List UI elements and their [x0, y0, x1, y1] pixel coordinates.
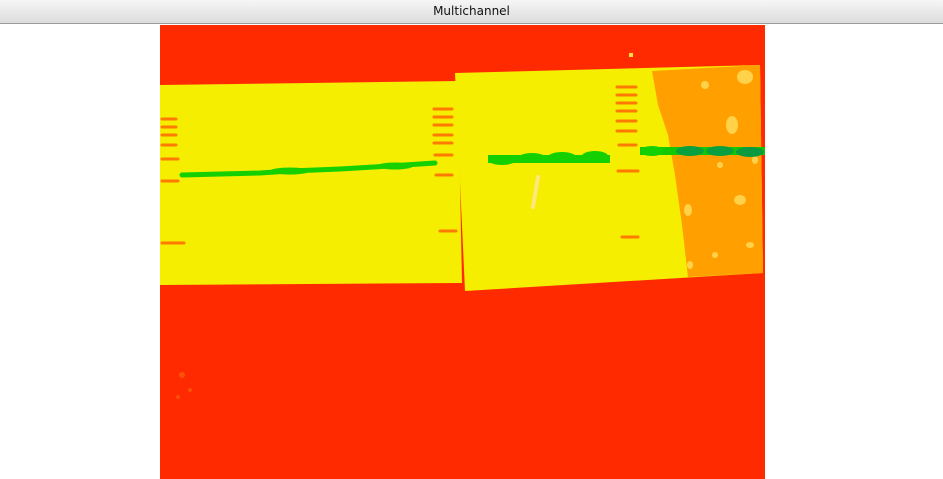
speck — [629, 53, 633, 57]
window-title: Multichannel — [433, 4, 510, 18]
band-left-thick — [270, 162, 413, 175]
image-canvas-area — [0, 24, 943, 479]
ladder-right — [615, 85, 640, 239]
gel-image-svg — [160, 25, 765, 479]
noise-specks — [176, 372, 192, 399]
ladder-left — [160, 117, 186, 245]
multichannel-image-view[interactable] — [160, 25, 765, 479]
band-right — [488, 151, 610, 165]
smear-spots — [684, 70, 758, 269]
band-far-right — [640, 146, 765, 157]
streak — [531, 175, 540, 209]
membrane-left — [160, 81, 462, 285]
ladder-middle — [432, 107, 458, 233]
window-titlebar[interactable]: Multichannel — [0, 0, 943, 24]
